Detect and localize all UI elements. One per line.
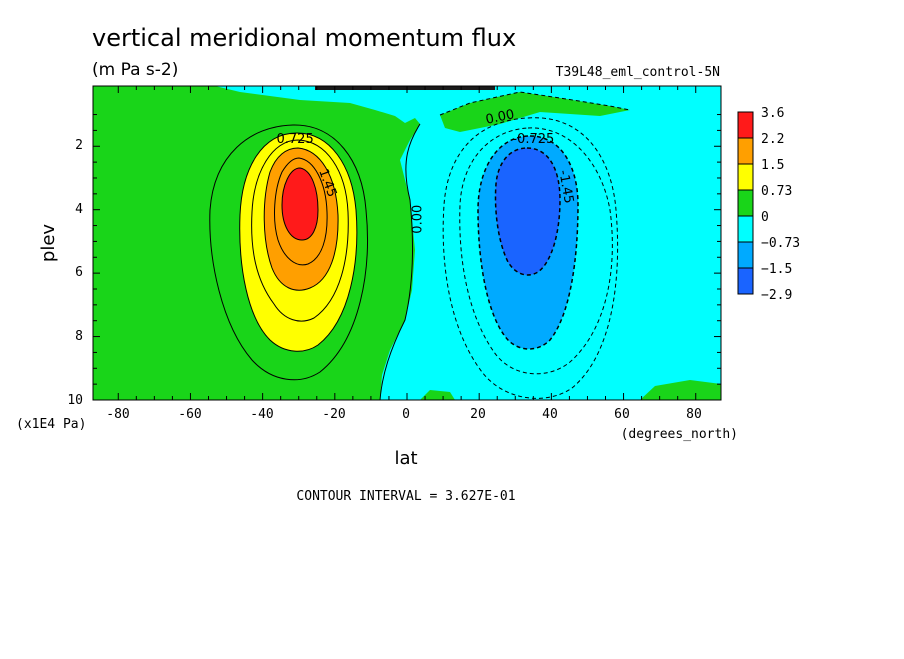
x-axis-units: (degrees_north): [621, 427, 738, 442]
colorbar-swatch: [737, 189, 754, 217]
y-tick-labels: 2 4 6 8 10: [67, 138, 83, 408]
colorbar-label: −0.73: [761, 236, 800, 251]
band-pos-small-east-top: [440, 92, 630, 132]
y-tick-label: 10: [67, 393, 83, 408]
contour-label: -0.725: [512, 132, 554, 147]
contour-label: 0.00: [484, 107, 515, 128]
x-tick-label: 20: [470, 407, 486, 422]
y-axis-label: plev: [38, 224, 59, 263]
run-label: T39L48_eml_control-5N: [556, 65, 720, 80]
contour-label: -1.45: [555, 169, 576, 205]
axis-ticks: [93, 86, 721, 401]
colorbar-label: −2.9: [761, 288, 792, 303]
band-pos-small-east-bottom: [640, 380, 721, 400]
contour-interval: CONTOUR INTERVAL = 3.627E-01: [296, 489, 515, 504]
colorbar-swatch: [737, 215, 754, 243]
colorbar-swatch: [737, 163, 754, 191]
colorbar-swatch: [737, 267, 754, 295]
band-neg-high: [495, 148, 560, 275]
x-axis-label: lat: [394, 448, 417, 469]
colorbar-label: 0.73: [761, 184, 792, 199]
x-tick-label: 60: [614, 407, 630, 422]
x-tick-labels: -80 -60 -40 -20 0 20 40 60 80: [106, 407, 702, 422]
colorbar-label: 2.2: [761, 132, 784, 147]
y-axis-units: (x1E4 Pa): [16, 417, 86, 432]
colorbar-label: −1.5: [761, 262, 792, 277]
band-pos-small-mid-bottom: [420, 390, 455, 400]
colorbar-label: 1.5: [761, 158, 784, 173]
y-tick-label: 8: [75, 329, 83, 344]
colorbar-swatch: [737, 241, 754, 269]
x-tick-label: -40: [250, 407, 273, 422]
x-tick-label: 0: [402, 407, 410, 422]
x-tick-label: 40: [542, 407, 558, 422]
contour-lines-positive: [209, 123, 421, 400]
colorbar: 3.6 2.2 1.5 0.73 0 −0.73 −1.5 −2.9: [737, 106, 800, 303]
top-strip: [315, 86, 495, 90]
x-tick-label: 80: [686, 407, 702, 422]
contour-label: 0.00: [410, 205, 425, 234]
band-pos-max: [282, 168, 318, 240]
colorbar-swatch: [737, 137, 754, 165]
y-tick-label: 2: [75, 138, 83, 153]
x-tick-label: -80: [106, 407, 129, 422]
y-tick-label: 6: [75, 265, 83, 280]
colorbar-label: 3.6: [761, 106, 784, 121]
x-tick-label: -20: [322, 407, 345, 422]
y-tick-label: 4: [75, 202, 83, 217]
x-tick-label: -60: [178, 407, 201, 422]
colorbar-swatch: [737, 111, 754, 139]
contour-lines-negative: [439, 91, 631, 399]
chart-title: vertical meridional momentum flux: [92, 24, 516, 52]
contour-label: 0.725: [277, 132, 314, 147]
colorbar-label: 0: [761, 210, 769, 225]
chart-units: (m Pa s-2): [92, 60, 178, 80]
